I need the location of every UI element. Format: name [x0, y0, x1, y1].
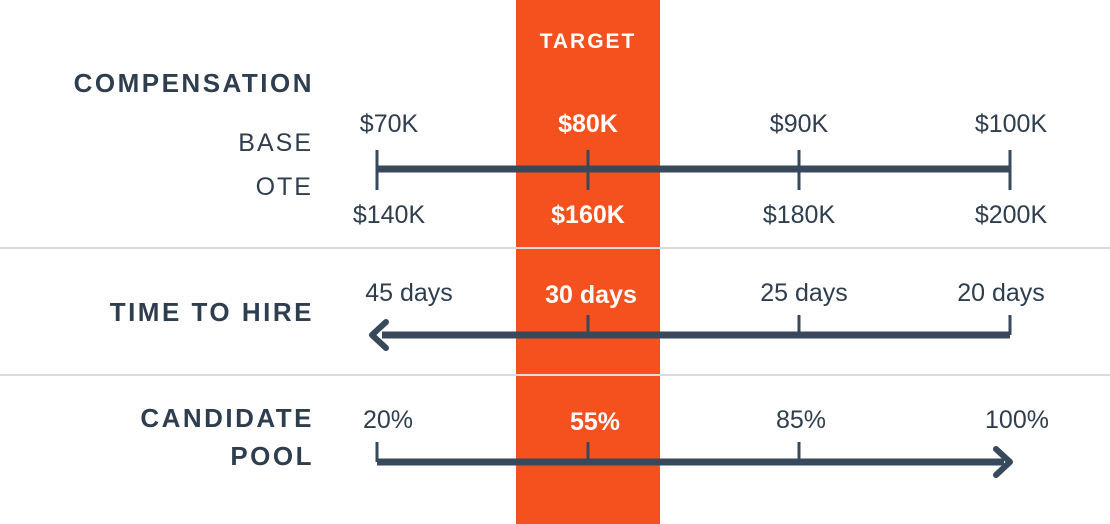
candidate-pool-tick-label: 85% [775, 406, 827, 434]
time-to-hire-title: TIME TO HIRE [109, 297, 314, 327]
time-to-hire-tick-label-target: 30 days [545, 281, 637, 309]
candidate-pool-tick-label: 100% [985, 406, 1049, 434]
target-band [516, 0, 660, 524]
time-to-hire-tick-label: 25 days [760, 279, 848, 307]
candidate-pool-scale [375, 442, 1013, 478]
compensation-title: COMPENSATION [73, 68, 314, 98]
time-to-hire-scale [369, 315, 1012, 351]
base-tick-label: $70K [359, 110, 419, 138]
time-to-hire-tick-label: 45 days [365, 279, 453, 307]
right-arrow-head-icon [993, 446, 1013, 478]
base-tick-label: $90K [769, 110, 829, 138]
section-divider [0, 374, 1110, 376]
ote-tick-label: $200K [974, 201, 1048, 229]
candidate-pool-tick-label: 20% [362, 406, 414, 434]
ote-tick-label-target: $160K [551, 201, 625, 229]
ote-tick-label: $140K [352, 201, 426, 229]
time-to-hire-tick-label: 20 days [957, 279, 1045, 307]
ote-tick-label: $180K [762, 201, 836, 229]
base-tick-label: $100K [974, 110, 1048, 138]
left-arrow-head-icon [369, 319, 389, 351]
section-divider [0, 247, 1110, 249]
candidate-pool-title-line1: CANDIDATE [140, 403, 314, 433]
target-label: TARGET [539, 30, 637, 53]
candidate-pool-title-line2: POOL [230, 441, 314, 471]
candidate-pool-tick-label-target: 55% [569, 408, 621, 436]
base-label: BASE [238, 129, 313, 157]
base-tick-label-target: $80K [558, 110, 618, 138]
ote-label: OTE [255, 173, 313, 201]
compensation-scale [375, 150, 1012, 190]
